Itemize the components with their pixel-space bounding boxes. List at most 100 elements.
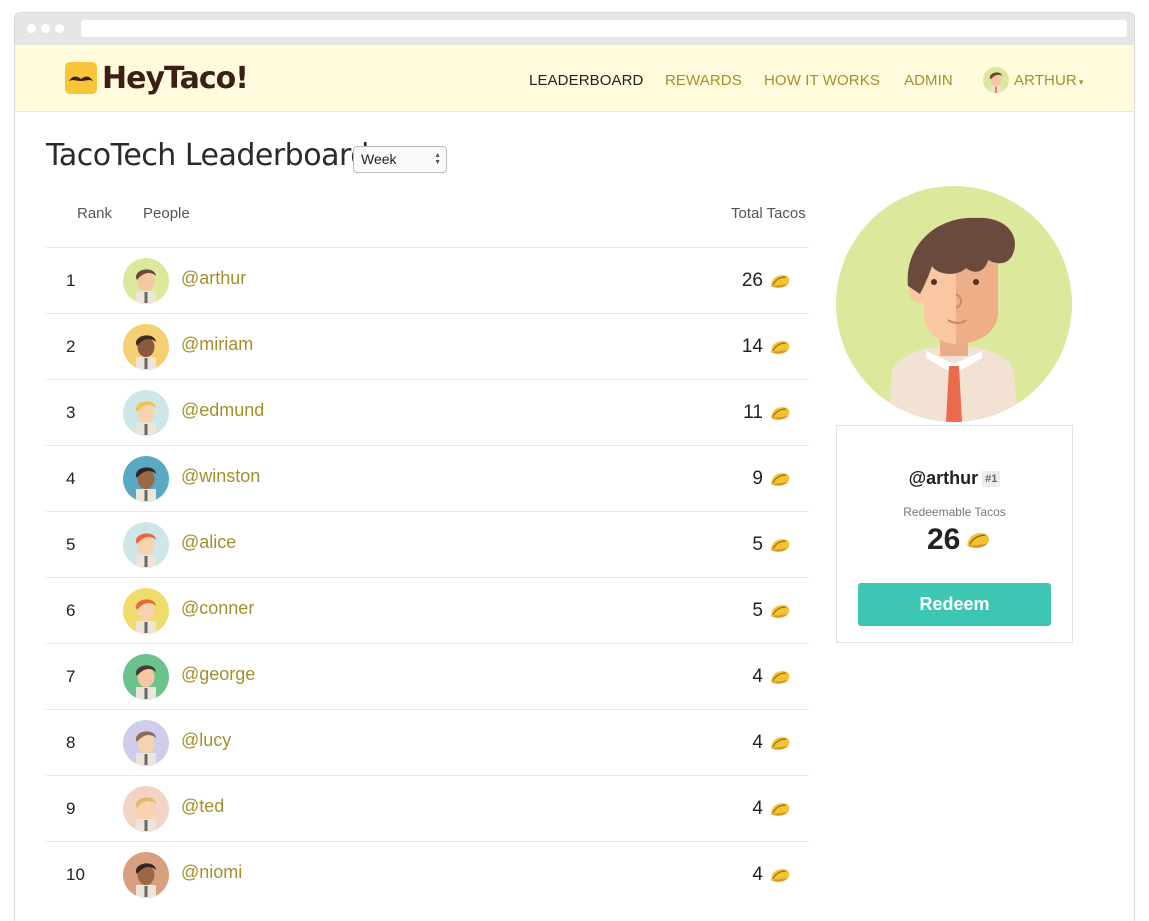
- user-avatar-icon[interactable]: [983, 67, 1009, 93]
- profile-card: @arthur #1 Redeemable Tacos 26 Redeem: [836, 425, 1073, 643]
- row-rank: 9: [66, 799, 76, 818]
- taco-icon: [771, 341, 790, 354]
- taco-icon: [771, 869, 790, 882]
- row-divider: [46, 643, 809, 644]
- window-dot-icon: [27, 24, 36, 33]
- table-row[interactable]: 7 @george 4: [46, 643, 809, 709]
- row-taco-count: 26: [741, 270, 763, 291]
- table-row[interactable]: 2 @miriam 14: [46, 313, 809, 379]
- table-row[interactable]: 8 @lucy 4: [46, 709, 809, 775]
- row-rank: 5: [66, 535, 76, 554]
- profile-handle-row: @arthur #1: [837, 468, 1072, 489]
- taco-icon: [771, 275, 790, 288]
- row-taco-count: 11: [743, 402, 763, 423]
- user-avatar-icon[interactable]: [123, 522, 169, 568]
- row-handle[interactable]: @george: [181, 664, 256, 684]
- row-handle[interactable]: @lucy: [181, 730, 232, 750]
- row-taco-count: 4: [752, 666, 763, 687]
- address-bar[interactable]: [81, 20, 1127, 37]
- column-header-people: People: [143, 205, 190, 222]
- row-divider: [46, 775, 809, 776]
- rank-badge: #1: [982, 471, 1001, 487]
- taco-icon: [967, 533, 990, 548]
- nav-rewards[interactable]: REWARDS: [665, 72, 742, 89]
- profile-handle[interactable]: @arthur: [908, 468, 979, 488]
- window-dot-icon: [55, 24, 64, 33]
- period-select[interactable]: Week ▲ ▼: [353, 146, 447, 173]
- taco-icon: [771, 671, 790, 684]
- period-select-value: Week: [361, 151, 397, 167]
- row-rank: 10: [66, 865, 85, 884]
- user-menu[interactable]: ARTHUR ▾: [1014, 72, 1083, 89]
- row-rank: 8: [66, 733, 76, 752]
- taco-icon: [771, 473, 790, 486]
- row-handle[interactable]: @niomi: [181, 862, 243, 882]
- taco-icon: [771, 605, 790, 618]
- row-handle[interactable]: @ted: [181, 796, 225, 816]
- taco-icon: [771, 407, 790, 420]
- row-handle[interactable]: @arthur: [181, 268, 247, 288]
- user-avatar-icon[interactable]: [123, 654, 169, 700]
- row-handle[interactable]: @edmund: [181, 400, 265, 420]
- user-avatar-icon[interactable]: [123, 588, 169, 634]
- row-taco-count: 5: [752, 534, 763, 555]
- taco-icon: [771, 803, 790, 816]
- row-handle[interactable]: @miriam: [181, 334, 254, 354]
- row-rank: 1: [66, 271, 76, 290]
- redeemable-label: Redeemable Tacos: [903, 505, 1006, 519]
- column-header-rank: Rank: [77, 205, 113, 222]
- row-handle[interactable]: @winston: [181, 466, 261, 486]
- row-handle[interactable]: @conner: [181, 598, 255, 618]
- profile-avatar-large: [836, 186, 1072, 422]
- table-row[interactable]: 6 @conner 5: [46, 577, 809, 643]
- select-arrows-icon: ▲ ▼: [434, 152, 441, 166]
- row-divider: [46, 709, 809, 710]
- redeemable-count: 26: [927, 523, 961, 556]
- user-avatar-icon[interactable]: [123, 786, 169, 832]
- user-avatar-icon[interactable]: [123, 852, 169, 898]
- user-avatar-icon[interactable]: [123, 258, 169, 304]
- table-row[interactable]: 10 @niomi 4: [46, 841, 809, 907]
- top-navbar: HeyTaco! LEADERBOARD REWARDS HOW IT WORK…: [15, 45, 1134, 112]
- row-divider: [46, 247, 809, 248]
- row-divider: [46, 577, 809, 578]
- row-rank: 7: [66, 667, 76, 686]
- redeem-button[interactable]: Redeem: [858, 583, 1051, 626]
- table-row[interactable]: 4 @winston 9: [46, 445, 809, 511]
- browser-chrome: [15, 13, 1134, 45]
- row-rank: 4: [66, 469, 76, 488]
- row-taco-count: 4: [752, 732, 763, 753]
- user-menu-label: ARTHUR: [1014, 72, 1077, 89]
- row-divider: [46, 313, 809, 314]
- nav-how-it-works[interactable]: HOW IT WORKS: [764, 72, 880, 89]
- caret-down-icon: ▾: [1078, 77, 1084, 87]
- row-rank: 2: [66, 337, 76, 356]
- user-avatar-icon[interactable]: [123, 456, 169, 502]
- nav-leaderboard[interactable]: LEADERBOARD: [529, 72, 644, 89]
- row-taco-count: 9: [752, 468, 763, 489]
- mustache-logo-icon: [65, 62, 97, 94]
- window-dot-icon: [41, 24, 50, 33]
- row-divider: [46, 511, 809, 512]
- row-taco-count: 4: [752, 864, 763, 885]
- user-avatar-icon[interactable]: [123, 390, 169, 436]
- row-taco-count: 5: [752, 600, 763, 621]
- row-handle[interactable]: @alice: [181, 532, 237, 552]
- user-avatar-icon[interactable]: [123, 324, 169, 370]
- table-row[interactable]: 3 @edmund 11: [46, 379, 809, 445]
- table-row[interactable]: 5 @alice 5: [46, 511, 809, 577]
- row-divider: [46, 445, 809, 446]
- row-taco-count: 4: [752, 798, 763, 819]
- nav-admin[interactable]: ADMIN: [904, 72, 953, 89]
- row-divider: [46, 379, 809, 380]
- taco-icon: [771, 539, 790, 552]
- user-avatar-icon[interactable]: [123, 720, 169, 766]
- app-logo[interactable]: HeyTaco!: [65, 60, 249, 96]
- column-header-tacos: Total Tacos: [731, 205, 806, 222]
- row-rank: 3: [66, 403, 76, 422]
- row-rank: 6: [66, 601, 76, 620]
- app-name: HeyTaco!: [102, 60, 249, 96]
- taco-icon: [771, 737, 790, 750]
- table-row[interactable]: 9 @ted 4: [46, 775, 809, 841]
- table-row[interactable]: 1 @arthur 26: [46, 247, 809, 313]
